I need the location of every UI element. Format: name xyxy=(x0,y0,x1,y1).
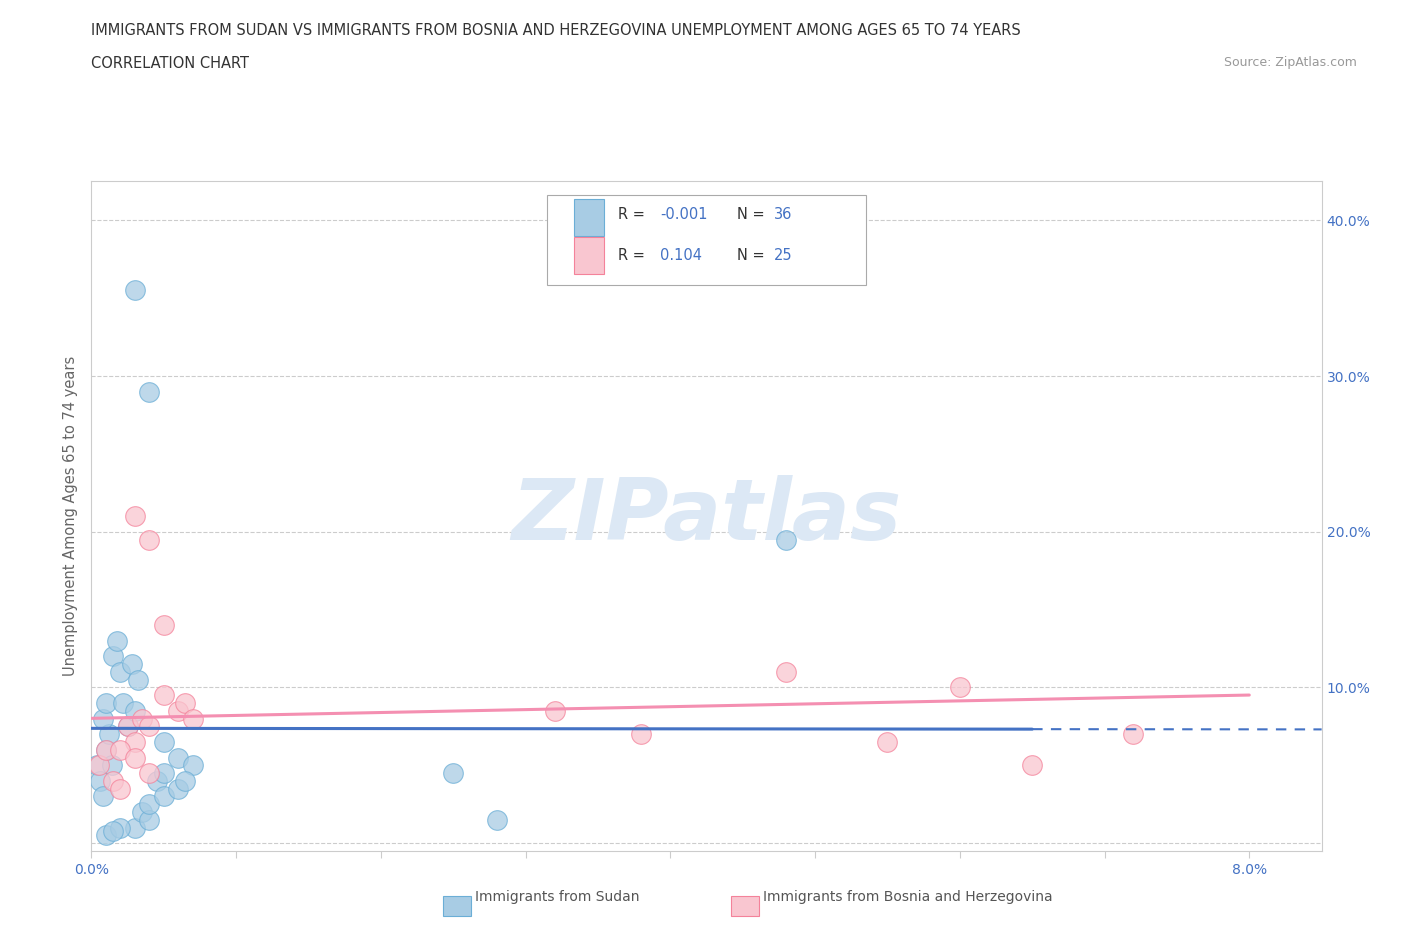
Point xyxy=(152,618,174,632)
Text: Immigrants from Bosnia and Herzegovina: Immigrants from Bosnia and Herzegovina xyxy=(763,890,1053,904)
Point xyxy=(124,820,146,835)
Text: R =: R = xyxy=(617,247,654,262)
Text: -0.001: -0.001 xyxy=(659,207,707,222)
Point xyxy=(94,828,117,843)
Point xyxy=(441,765,464,780)
Point xyxy=(152,765,174,780)
Point xyxy=(117,719,139,734)
Point xyxy=(124,703,146,718)
Point xyxy=(100,758,122,773)
Text: 36: 36 xyxy=(775,207,793,222)
Text: CORRELATION CHART: CORRELATION CHART xyxy=(91,56,249,71)
Point xyxy=(117,719,139,734)
Point xyxy=(152,735,174,750)
Point xyxy=(485,813,508,828)
Point xyxy=(110,820,132,835)
Point xyxy=(94,696,117,711)
Point xyxy=(124,283,146,298)
Point xyxy=(949,680,972,695)
Point xyxy=(167,781,190,796)
Point xyxy=(107,633,129,648)
Point xyxy=(152,688,174,703)
Point xyxy=(112,696,135,711)
Text: 0.104: 0.104 xyxy=(659,247,702,262)
Point xyxy=(138,532,160,547)
Point xyxy=(167,751,190,765)
Point xyxy=(775,532,797,547)
Point xyxy=(138,813,160,828)
Point xyxy=(91,789,114,804)
Point xyxy=(124,751,146,765)
Point xyxy=(124,509,146,524)
Point xyxy=(152,789,174,804)
Text: N =: N = xyxy=(737,247,769,262)
Point xyxy=(167,703,190,718)
Point xyxy=(1122,726,1144,741)
Point xyxy=(97,726,120,741)
Text: ZIPatlas: ZIPatlas xyxy=(512,474,901,558)
Point xyxy=(121,657,143,671)
Point xyxy=(110,742,132,757)
Point xyxy=(94,742,117,757)
Point xyxy=(876,735,898,750)
Point xyxy=(181,758,204,773)
Point xyxy=(131,804,153,819)
Point xyxy=(110,781,132,796)
Point xyxy=(543,703,565,718)
Point xyxy=(89,774,111,789)
Point xyxy=(174,774,197,789)
Point xyxy=(87,758,110,773)
Point xyxy=(86,758,108,773)
Text: IMMIGRANTS FROM SUDAN VS IMMIGRANTS FROM BOSNIA AND HERZEGOVINA UNEMPLOYMENT AMO: IMMIGRANTS FROM SUDAN VS IMMIGRANTS FROM… xyxy=(91,23,1021,38)
FancyBboxPatch shape xyxy=(547,194,866,286)
Point xyxy=(138,765,160,780)
Text: N =: N = xyxy=(737,207,769,222)
Text: 25: 25 xyxy=(775,247,793,262)
Point xyxy=(138,384,160,399)
Text: R =: R = xyxy=(617,207,650,222)
Point xyxy=(101,823,124,838)
FancyBboxPatch shape xyxy=(574,237,605,273)
Point xyxy=(101,774,124,789)
Point xyxy=(138,719,160,734)
Point xyxy=(124,735,146,750)
Text: Immigrants from Sudan: Immigrants from Sudan xyxy=(475,890,640,904)
Point xyxy=(91,711,114,726)
Text: Source: ZipAtlas.com: Source: ZipAtlas.com xyxy=(1223,56,1357,69)
Point xyxy=(630,726,652,741)
Point xyxy=(1021,758,1043,773)
Point xyxy=(127,672,149,687)
Point xyxy=(101,649,124,664)
Y-axis label: Unemployment Among Ages 65 to 74 years: Unemployment Among Ages 65 to 74 years xyxy=(63,356,79,676)
Point xyxy=(145,774,167,789)
Point xyxy=(110,664,132,679)
Point xyxy=(775,664,797,679)
Point xyxy=(131,711,153,726)
Point xyxy=(174,696,197,711)
Point xyxy=(138,797,160,812)
Point xyxy=(181,711,204,726)
Point xyxy=(94,742,117,757)
FancyBboxPatch shape xyxy=(574,199,605,236)
